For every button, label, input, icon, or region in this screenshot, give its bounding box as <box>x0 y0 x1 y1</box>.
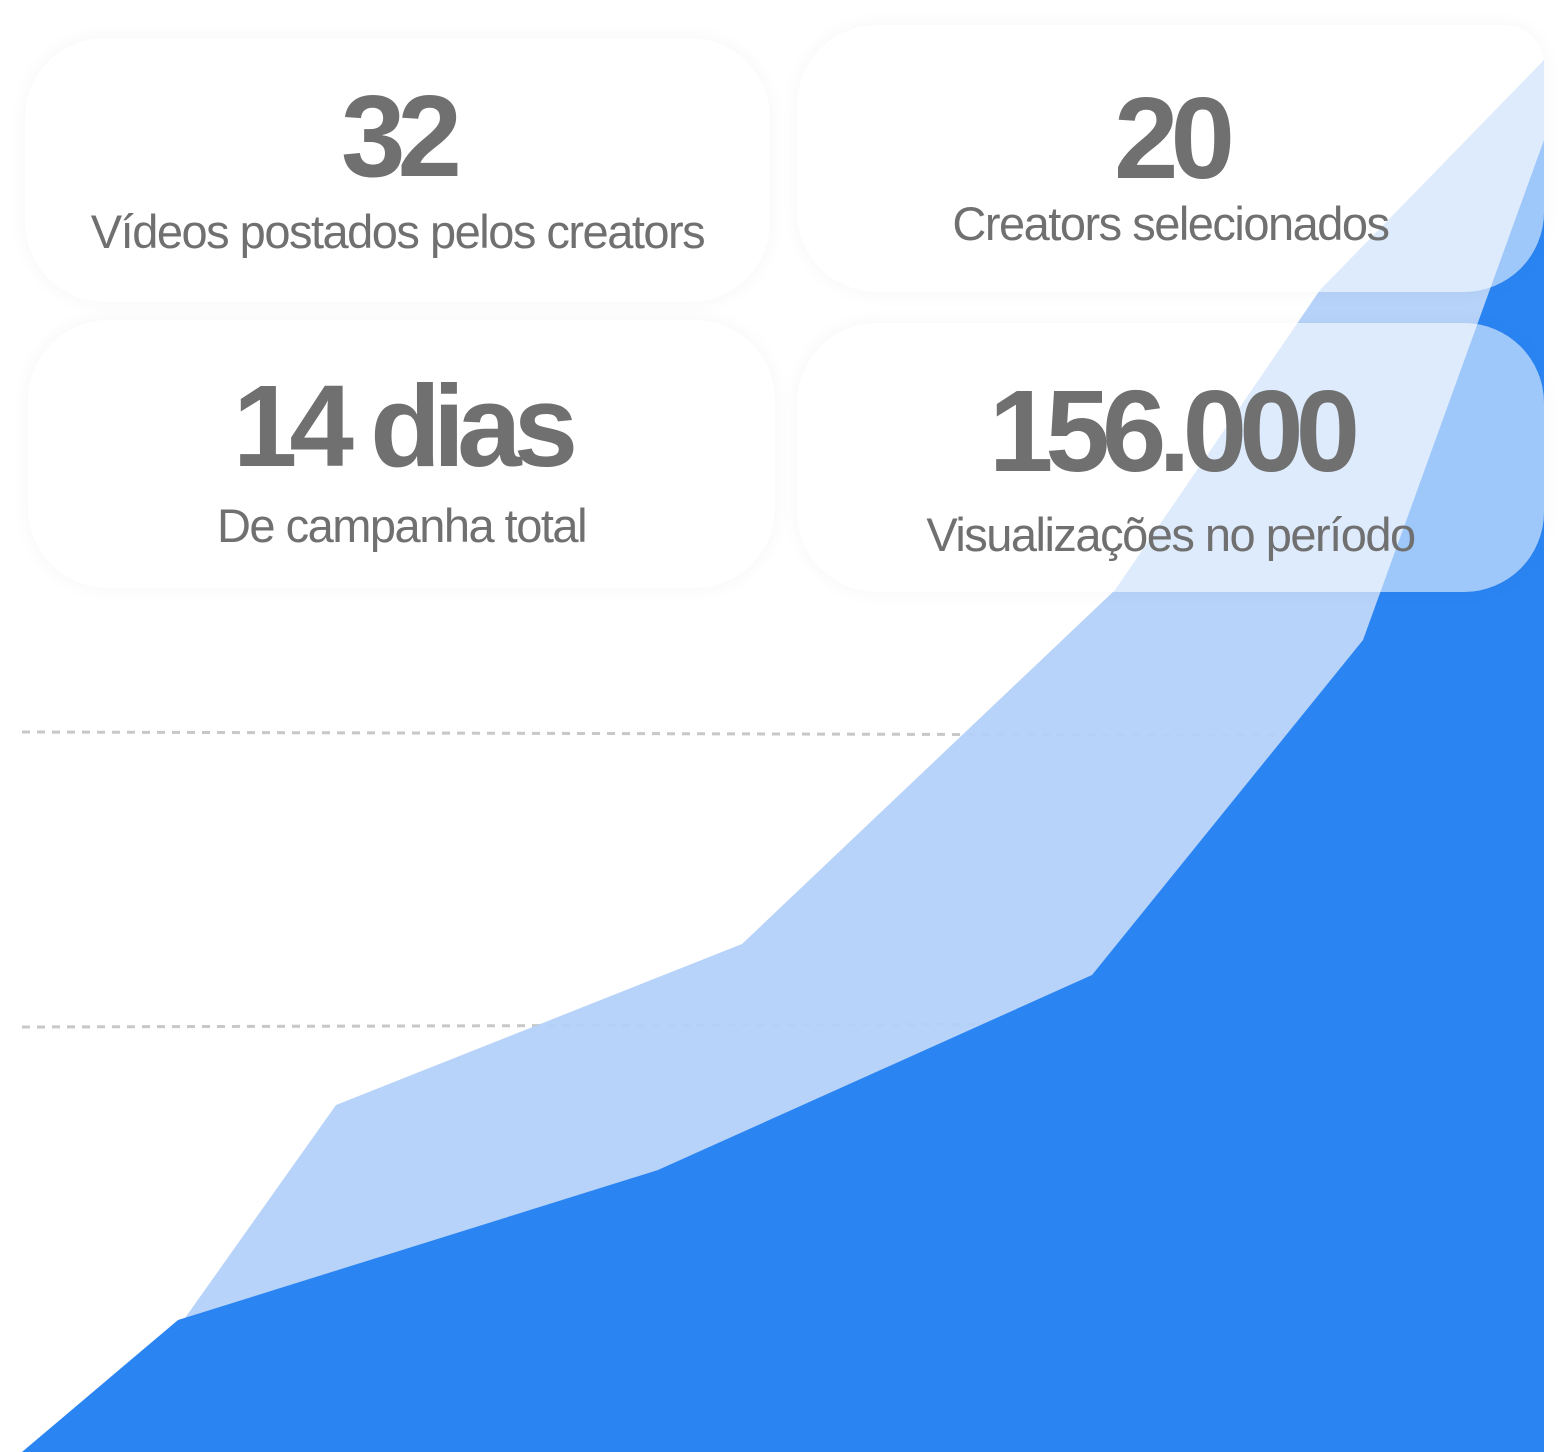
stat-label: De campanha total <box>216 499 588 552</box>
primary-area <box>22 140 1544 1452</box>
stat-value: 156.000 <box>988 366 1360 496</box>
stat-card-creators: 20 Creators selecionados <box>797 25 1544 292</box>
stat-card-views: 156.000 Visualizações no período <box>797 323 1544 592</box>
stat-card-videos: 32 Vídeos postados pelos creators <box>25 38 770 302</box>
stat-card-days: 14 dias De campanha total <box>28 320 775 588</box>
stat-label: Creators selecionados <box>952 197 1390 250</box>
stat-value: 14 dias <box>232 361 578 491</box>
stat-label: Vídeos postados pelos creators <box>90 205 706 258</box>
stat-value: 32 <box>340 71 462 201</box>
stat-label: Visualizações no período <box>926 508 1416 561</box>
stat-value: 20 <box>1113 73 1235 203</box>
